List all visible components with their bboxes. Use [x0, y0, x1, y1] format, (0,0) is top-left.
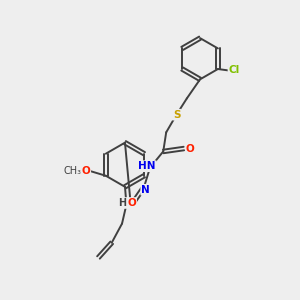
Text: CH₃: CH₃ [64, 166, 82, 176]
Text: N: N [141, 185, 150, 195]
Text: O: O [186, 143, 195, 154]
Text: H: H [118, 198, 127, 208]
Text: S: S [173, 110, 180, 120]
Text: O: O [82, 166, 90, 176]
Text: Cl: Cl [229, 65, 240, 76]
Text: HN: HN [138, 161, 156, 171]
Text: O: O [128, 198, 136, 208]
